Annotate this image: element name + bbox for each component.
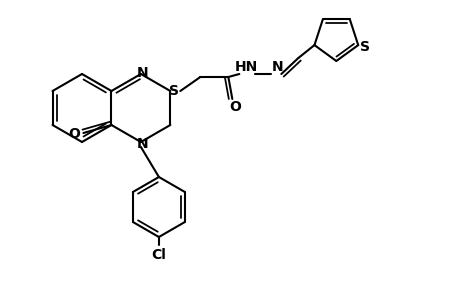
Text: N: N (137, 137, 148, 151)
Text: S: S (359, 40, 369, 54)
Text: O: O (68, 127, 80, 141)
Text: HN: HN (234, 60, 257, 74)
Text: S: S (169, 84, 179, 98)
Text: N: N (137, 66, 148, 80)
Text: Cl: Cl (151, 248, 166, 262)
Text: O: O (229, 100, 241, 114)
Text: N: N (271, 60, 283, 74)
